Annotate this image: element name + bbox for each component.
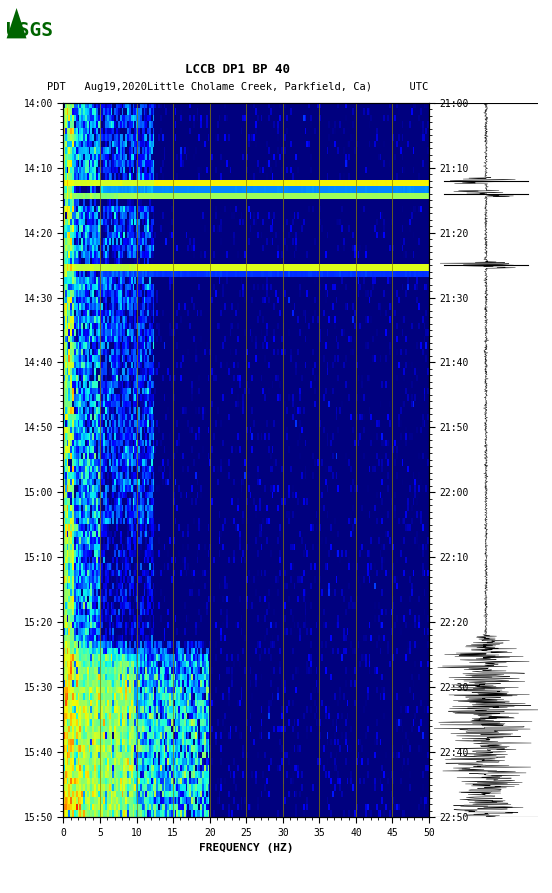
Text: PDT   Aug19,2020Little Cholame Creek, Parkfield, Ca)      UTC: PDT Aug19,2020Little Cholame Creek, Park… bbox=[47, 82, 428, 92]
Text: USGS: USGS bbox=[6, 21, 52, 39]
Text: LCCB DP1 BP 40: LCCB DP1 BP 40 bbox=[185, 63, 290, 76]
X-axis label: FREQUENCY (HZ): FREQUENCY (HZ) bbox=[199, 843, 294, 853]
Polygon shape bbox=[7, 8, 26, 38]
